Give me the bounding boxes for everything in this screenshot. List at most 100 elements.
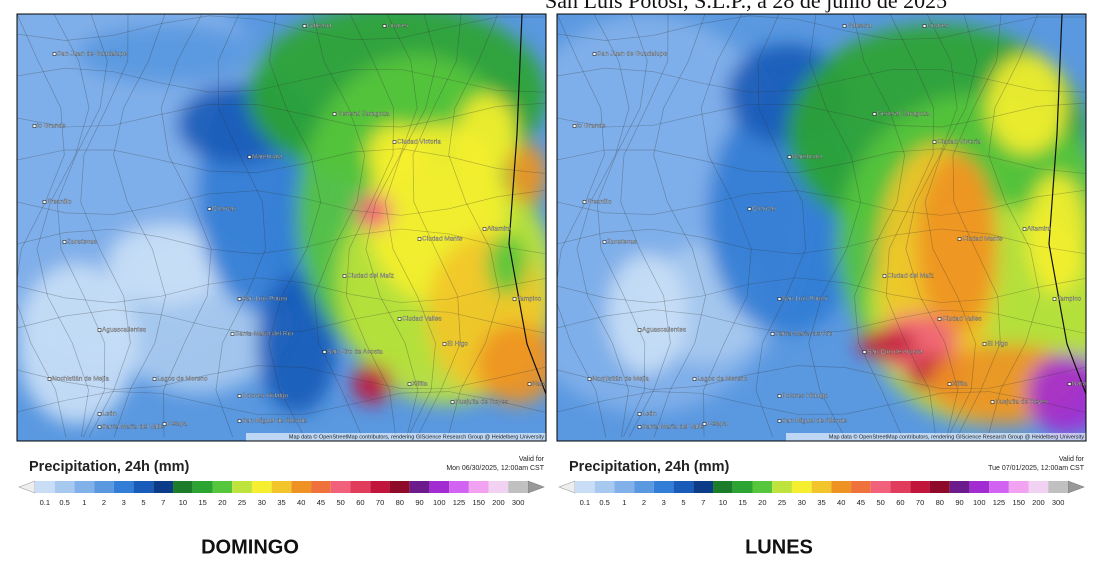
place-marker <box>237 419 242 423</box>
legend-swatch <box>389 481 410 493</box>
border <box>17 228 546 255</box>
place-label: San Luis Potosí <box>242 296 288 303</box>
legend-tick: 150 <box>1012 498 1025 507</box>
place-label: San Ciro de Acosta <box>867 349 923 356</box>
legend-swatch <box>989 481 1009 493</box>
legend-tick: 50 <box>876 498 884 507</box>
legend-swatch <box>291 481 312 493</box>
place-marker <box>862 350 867 354</box>
place-label: Altamira <box>487 226 511 233</box>
place-label: Naranjos <box>532 381 559 388</box>
precip-area <box>107 224 227 304</box>
border <box>557 102 1086 128</box>
place-marker <box>872 112 877 116</box>
place-marker <box>237 394 242 398</box>
place-marker <box>417 237 422 241</box>
place-marker <box>32 124 37 128</box>
place-label: León <box>102 411 117 418</box>
legend-tick: 0.5 <box>59 498 69 507</box>
border <box>17 14 67 438</box>
place-marker <box>770 332 775 336</box>
place-label: Dolores Hidalgo <box>782 393 829 400</box>
legend-swatch <box>409 481 430 493</box>
legend-tick: 90 <box>415 498 423 507</box>
legend-swatch <box>575 481 595 493</box>
place-label: Ciudad Valles <box>402 316 442 323</box>
border <box>987 14 1041 438</box>
precip-area <box>487 234 527 294</box>
place-marker <box>692 377 697 381</box>
place-marker <box>777 394 782 398</box>
legend-tick: 70 <box>916 498 924 507</box>
legend-swatch <box>634 481 654 493</box>
place-label: Aguascalientes <box>642 327 687 334</box>
border <box>557 277 1086 304</box>
precip-area <box>607 254 687 374</box>
place-marker <box>582 200 587 204</box>
place-label: Celaya <box>167 421 188 428</box>
place-marker <box>747 207 752 211</box>
place-label: Cadereyta <box>862 445 892 452</box>
attribution-bg <box>246 433 546 441</box>
header-title: San Luis Potosí, S.L.P., a 28 de junio d… <box>545 0 948 13</box>
legend-tick: 7 <box>701 498 705 507</box>
map-panel: San Juan de Guadalupe Galeana Linares Gener… <box>17 14 559 452</box>
border <box>312 14 366 438</box>
place-label: Aguascalientes <box>102 327 147 334</box>
day-label: LUNES <box>745 536 813 558</box>
border <box>412 14 462 438</box>
legend-tick: 100 <box>973 498 986 507</box>
border <box>557 15 1086 41</box>
place-label: Santa María del Valle <box>642 424 704 431</box>
place-marker <box>947 382 952 386</box>
border <box>557 189 1086 216</box>
legend-tick: 30 <box>258 498 266 507</box>
legend-swatch <box>870 481 891 493</box>
place-label: Zacatecas <box>67 239 98 246</box>
place-label: Nochistlán de Mejía <box>52 376 109 383</box>
border <box>17 391 546 415</box>
legend-swatch <box>713 481 733 493</box>
place-label: San Miguel de Allende <box>782 418 847 425</box>
place-label: Xilitla <box>952 381 968 388</box>
legend-tick: 5 <box>141 498 145 507</box>
legend-arrow <box>1067 480 1085 494</box>
map-frame <box>556 13 1087 442</box>
place-label: Fresnillo <box>587 199 612 206</box>
legend-swatch <box>153 481 174 493</box>
place-label: Ciudad del Maíz <box>887 273 934 280</box>
place-marker <box>957 237 962 241</box>
legend-tick: 45 <box>857 498 865 507</box>
legend-tick: 5 <box>681 498 685 507</box>
attribution: Map data © OpenStreetMap contributors, r… <box>289 433 544 440</box>
place-label: El Higo <box>447 341 468 348</box>
place-label: El Higo <box>987 341 1008 348</box>
legend-tick: 10 <box>719 498 727 507</box>
precipitation-field <box>17 14 546 424</box>
legend-swatch <box>693 481 714 493</box>
legend-tick: 45 <box>317 498 325 507</box>
place-marker <box>990 400 995 404</box>
legend-tick: 100 <box>433 498 446 507</box>
border <box>755 14 806 438</box>
legend-swatch <box>1008 481 1029 493</box>
precip-area <box>352 364 392 404</box>
place-marker <box>777 419 782 423</box>
precip-area <box>257 274 337 414</box>
place-label: San Juan de Guadalupe <box>57 51 127 58</box>
place-marker <box>47 377 52 381</box>
place-marker <box>702 422 707 426</box>
border <box>215 14 266 438</box>
place-label: Ciudad Valles <box>942 316 982 323</box>
precip-area <box>367 124 427 184</box>
border <box>557 67 1086 93</box>
place-label: Charcas <box>212 206 237 213</box>
place-label: Ciudad Mante <box>422 236 463 243</box>
place-marker <box>512 297 517 301</box>
border <box>653 14 706 438</box>
place-marker <box>207 207 212 211</box>
place-label: Cadereyta <box>322 445 352 452</box>
attribution: Map data © OpenStreetMap contributors, r… <box>829 433 1084 440</box>
border <box>596 14 648 438</box>
